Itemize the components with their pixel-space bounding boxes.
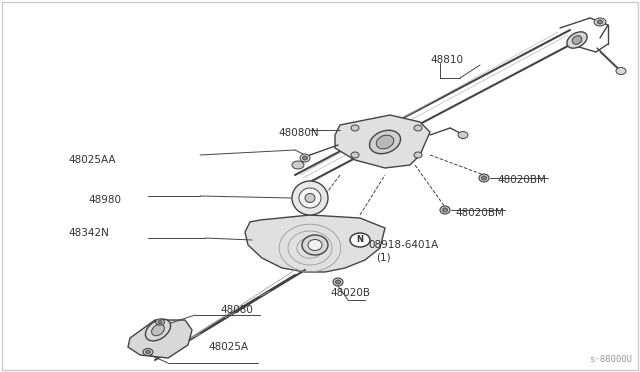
Text: N: N [356,235,364,244]
Text: (1): (1) [376,252,390,262]
Ellipse shape [414,152,422,158]
Ellipse shape [350,233,370,247]
Ellipse shape [479,174,489,182]
Text: 48080: 48080 [220,305,253,315]
Ellipse shape [303,156,307,160]
Text: 48342N: 48342N [68,228,109,238]
Ellipse shape [481,176,486,180]
Text: 48810: 48810 [430,55,463,65]
Ellipse shape [351,152,359,158]
Ellipse shape [152,324,164,336]
Ellipse shape [376,135,394,149]
Text: 48020BM: 48020BM [497,175,546,185]
Polygon shape [245,215,385,272]
Ellipse shape [145,350,150,353]
Ellipse shape [333,278,343,286]
Text: 48980: 48980 [88,195,121,205]
Polygon shape [128,320,192,358]
Ellipse shape [300,154,310,162]
Ellipse shape [145,319,171,341]
Text: 48020BM: 48020BM [455,208,504,218]
Text: 48025AA: 48025AA [68,155,115,165]
Ellipse shape [305,193,315,202]
Text: 48025A: 48025A [208,342,248,352]
Text: 48020B: 48020B [330,288,370,298]
Ellipse shape [567,32,587,48]
Ellipse shape [335,280,340,284]
Ellipse shape [292,181,328,215]
Ellipse shape [598,20,602,24]
Text: 48080N: 48080N [278,128,319,138]
Ellipse shape [440,206,450,214]
Polygon shape [335,115,430,168]
Ellipse shape [143,349,153,356]
Ellipse shape [302,235,328,255]
Ellipse shape [351,125,359,131]
Ellipse shape [158,321,162,324]
Ellipse shape [156,319,164,325]
Ellipse shape [458,131,468,138]
Ellipse shape [616,67,626,74]
Text: 08918-6401A: 08918-6401A [368,240,438,250]
Text: s·88000U: s·88000U [589,355,632,364]
Ellipse shape [292,161,304,169]
Ellipse shape [414,125,422,131]
Ellipse shape [299,188,321,208]
Ellipse shape [442,208,447,212]
Ellipse shape [594,18,606,26]
Ellipse shape [572,36,582,44]
Ellipse shape [308,240,322,250]
Ellipse shape [369,130,401,154]
